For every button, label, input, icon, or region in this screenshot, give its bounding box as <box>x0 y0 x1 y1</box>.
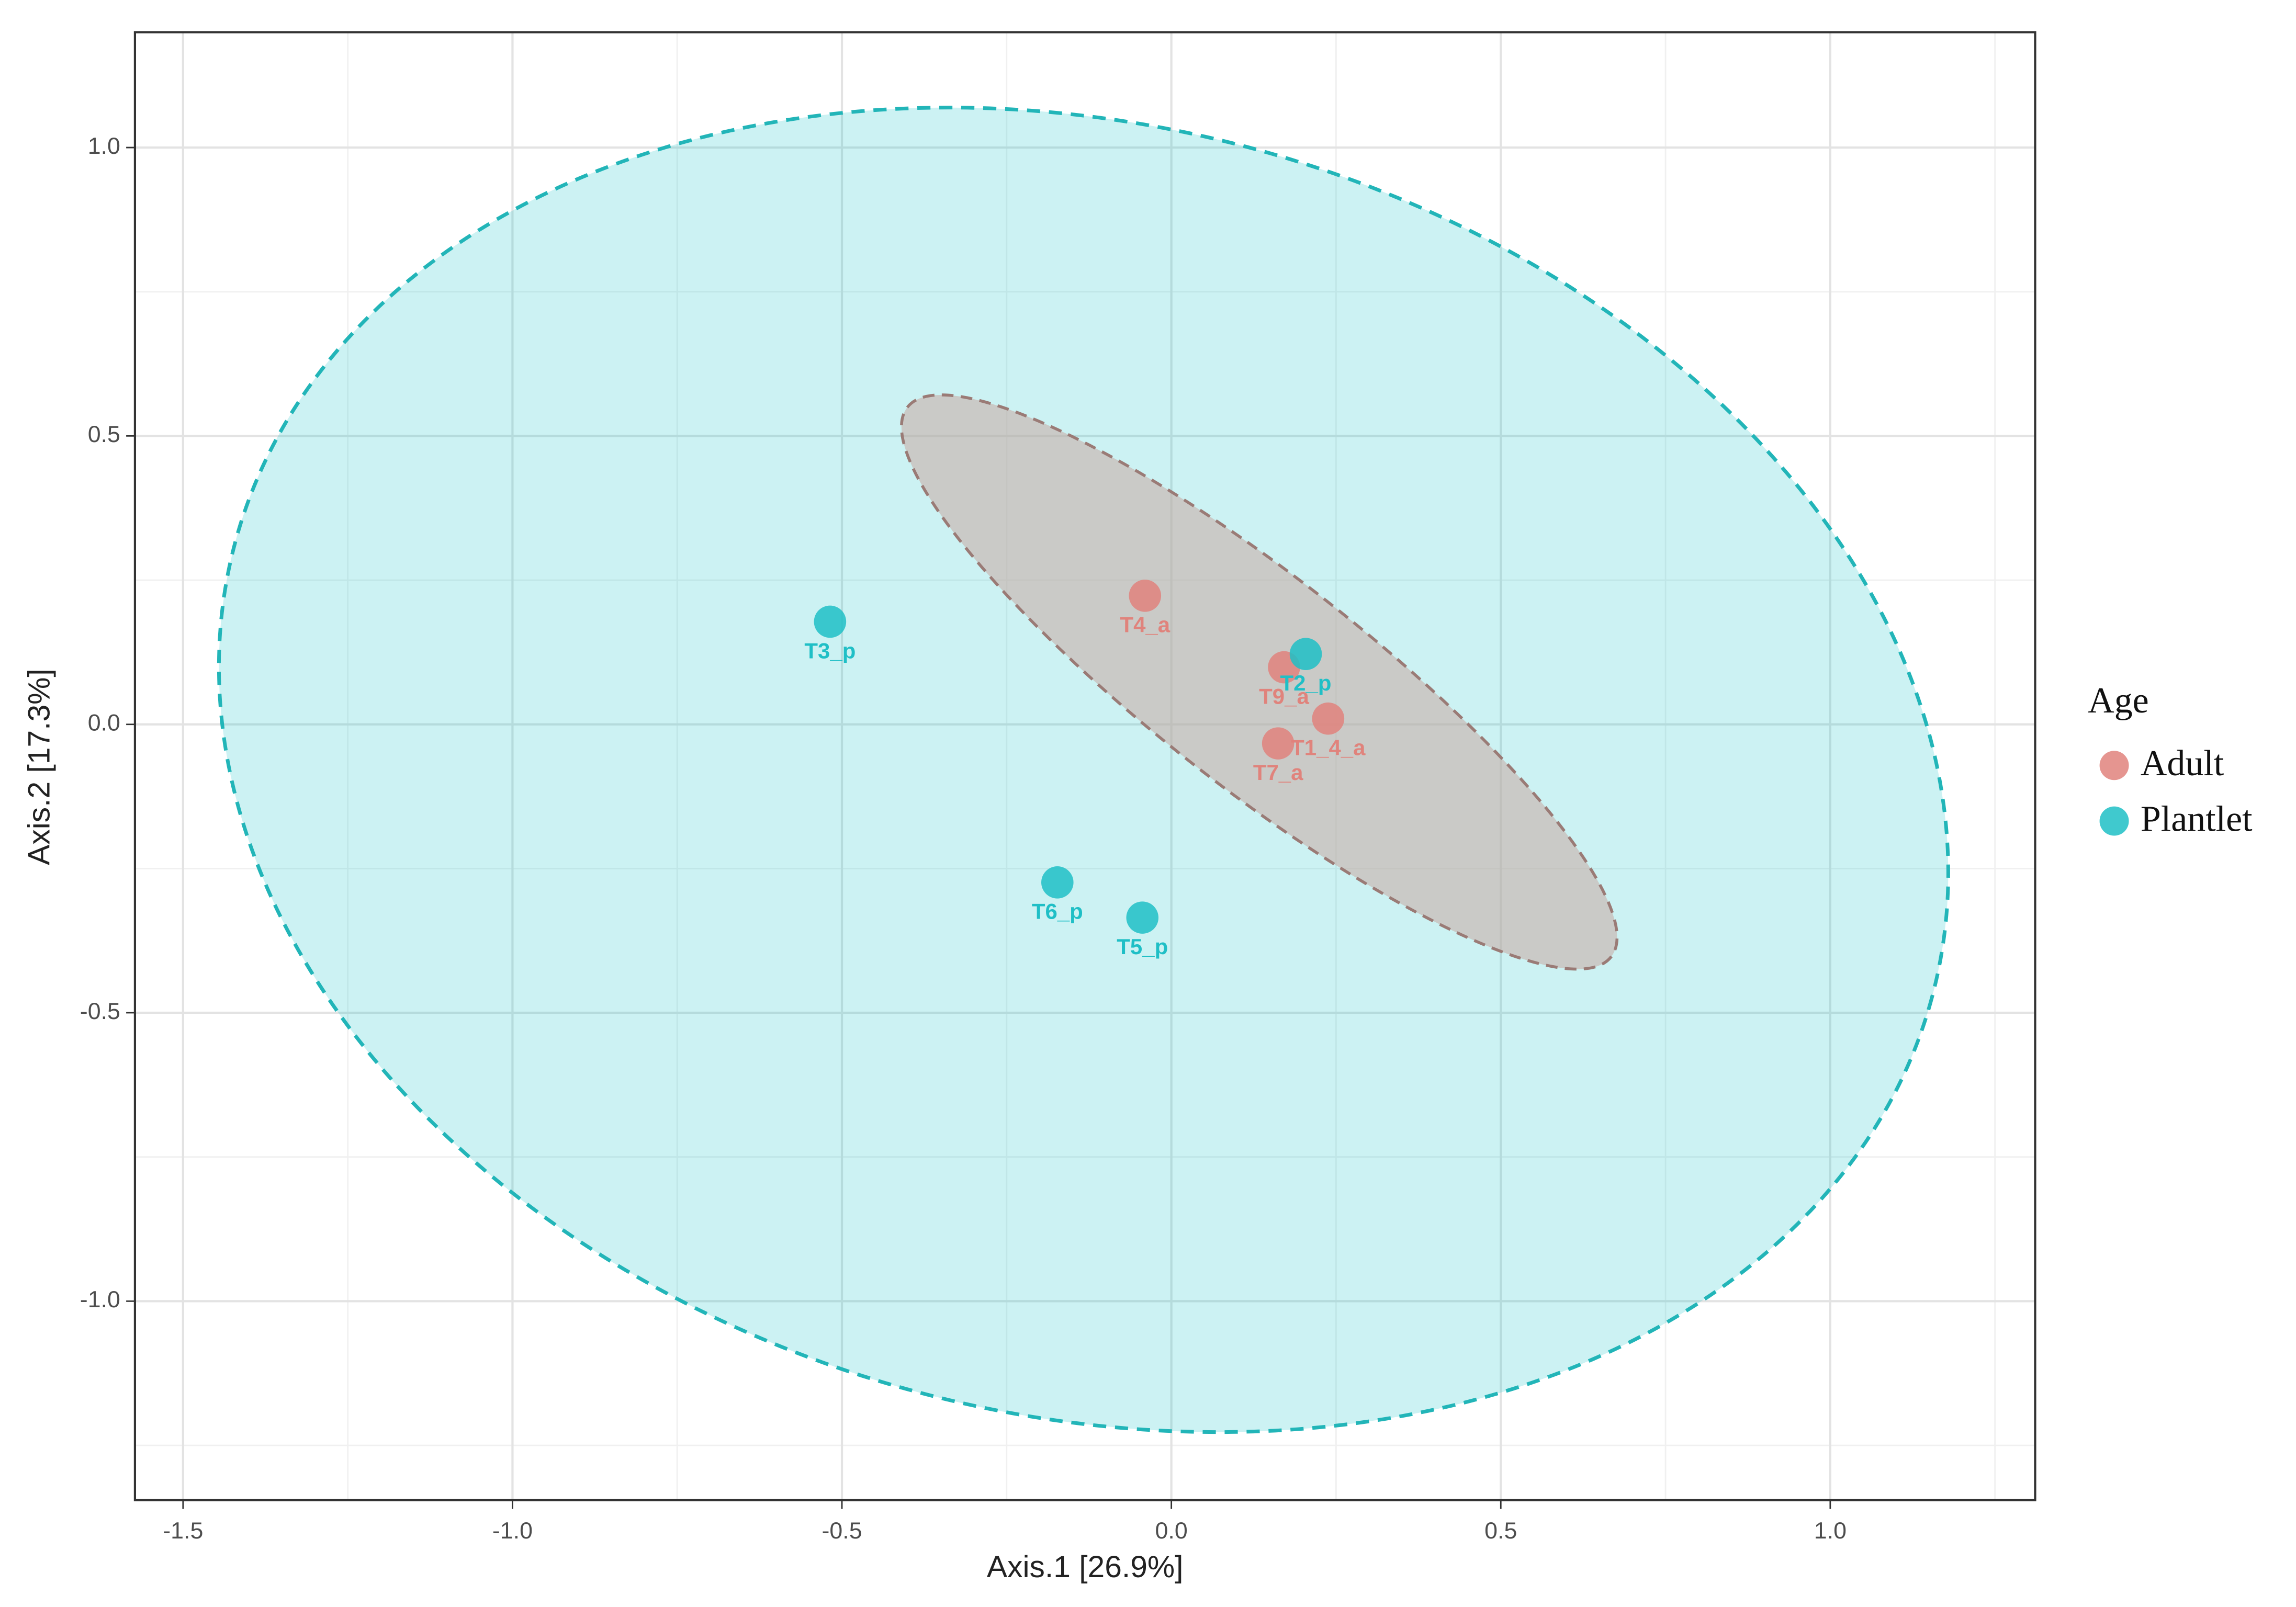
y-tick-label: 1.0 <box>88 133 120 159</box>
point <box>1289 638 1322 670</box>
point-label: T9_a <box>1259 684 1309 708</box>
y-tick-label: -0.5 <box>80 998 120 1024</box>
y-tick-label: -1.0 <box>80 1286 120 1312</box>
point-label: T3_p <box>804 638 856 663</box>
point-label: T2_p <box>1280 671 1332 695</box>
point <box>1262 727 1295 760</box>
x-tick-label: -1.5 <box>163 1518 203 1544</box>
point-label: T4_a <box>1120 613 1170 637</box>
point-label: T6_p <box>1032 899 1083 924</box>
legend-key <box>2099 806 2129 836</box>
points: T4_a T9_a T1_4_aT7_a T3_p T6_p T5_p T2_p <box>804 580 1366 959</box>
x-tick-label: -1.0 <box>492 1518 533 1544</box>
x-axis-label: Axis.1 [26.9%] <box>987 1550 1184 1584</box>
point-label: T1_4_a <box>1291 735 1366 760</box>
panel-border <box>133 31 2036 1501</box>
point <box>814 605 847 638</box>
x-tick-label: 0.5 <box>1484 1518 1517 1544</box>
legend-title: Age <box>2088 681 2149 721</box>
y-tick-label: 0.0 <box>88 710 120 736</box>
legend-key <box>2099 751 2129 780</box>
adult-ellipse <box>900 393 1619 971</box>
y-tick-label: 0.5 <box>88 421 120 447</box>
point-label: T5_p <box>1117 934 1168 959</box>
x-tick-label: 0.0 <box>1155 1518 1188 1544</box>
point <box>1129 580 1162 612</box>
x-tick-label: 1.0 <box>1814 1518 1847 1544</box>
point <box>1041 866 1074 899</box>
y-axis-label: Axis.2 [17.3%] <box>22 669 56 865</box>
legend-label: Adult <box>2141 743 2224 784</box>
point <box>1312 702 1345 735</box>
plantlet-ellipse <box>217 106 1950 1434</box>
point-label: T7_a <box>1253 760 1303 785</box>
legend: Adult Plantlet <box>2099 743 2253 839</box>
legend-label: Plantlet <box>2141 799 2253 839</box>
x-tick-label: -0.5 <box>821 1518 862 1544</box>
point <box>1126 901 1159 934</box>
